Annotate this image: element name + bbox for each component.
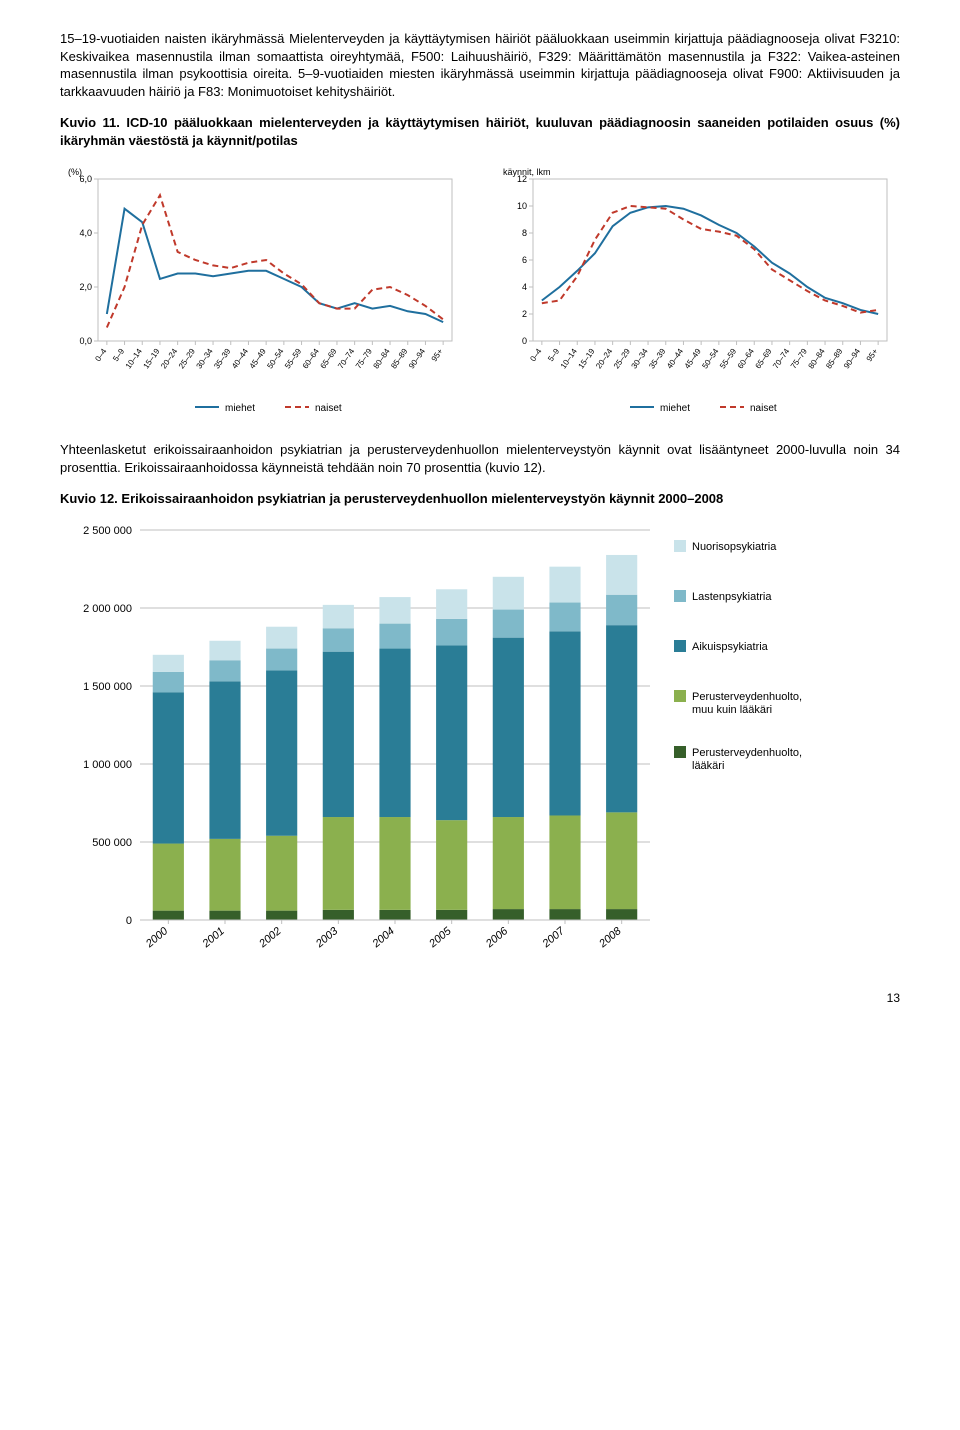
svg-text:65–69: 65–69 bbox=[318, 347, 338, 371]
svg-text:2007: 2007 bbox=[540, 924, 568, 950]
svg-text:lääkäri: lääkäri bbox=[692, 760, 724, 772]
chart3-stacked-bar: 0 500 000 1 000 000 1 500 000 2 000 000 2 500… bbox=[60, 520, 880, 980]
svg-text:Lastenpsykiatria: Lastenpsykiatria bbox=[692, 591, 772, 603]
svg-text:90–94: 90–94 bbox=[842, 347, 862, 371]
svg-text:20–24: 20–24 bbox=[159, 347, 179, 371]
svg-text:5–9: 5–9 bbox=[111, 347, 126, 364]
svg-text:2008: 2008 bbox=[596, 924, 624, 950]
svg-text:2 000 000: 2 000 000 bbox=[83, 603, 132, 615]
svg-text:35–39: 35–39 bbox=[647, 347, 667, 371]
svg-text:55–59: 55–59 bbox=[718, 347, 738, 371]
svg-text:95+: 95+ bbox=[865, 347, 880, 364]
svg-text:40–44: 40–44 bbox=[665, 347, 685, 371]
svg-text:15–19: 15–19 bbox=[141, 347, 161, 371]
svg-text:45–49: 45–49 bbox=[683, 347, 703, 371]
svg-text:2: 2 bbox=[522, 309, 527, 319]
svg-text:10: 10 bbox=[517, 201, 527, 211]
svg-text:55–59: 55–59 bbox=[283, 347, 303, 371]
svg-text:35–39: 35–39 bbox=[212, 347, 232, 371]
svg-text:6: 6 bbox=[522, 255, 527, 265]
svg-text:4: 4 bbox=[522, 282, 527, 292]
svg-text:20–24: 20–24 bbox=[594, 347, 614, 371]
svg-text:2002: 2002 bbox=[256, 925, 283, 951]
svg-text:70–74: 70–74 bbox=[771, 347, 791, 371]
svg-text:85–89: 85–89 bbox=[389, 347, 409, 371]
svg-text:25–29: 25–29 bbox=[612, 347, 632, 371]
svg-text:80–84: 80–84 bbox=[807, 347, 827, 371]
svg-text:60–64: 60–64 bbox=[301, 347, 321, 371]
page-number: 13 bbox=[60, 990, 900, 1006]
svg-text:60–64: 60–64 bbox=[736, 347, 756, 371]
svg-text:käynnit, lkm: käynnit, lkm bbox=[503, 167, 551, 177]
svg-text:Perusterveydenhuolto,: Perusterveydenhuolto, bbox=[692, 747, 802, 759]
svg-text:Nuorisopsykiatria: Nuorisopsykiatria bbox=[692, 541, 777, 553]
svg-text:2005: 2005 bbox=[426, 924, 454, 950]
svg-text:8: 8 bbox=[522, 228, 527, 238]
svg-text:85–89: 85–89 bbox=[824, 347, 844, 371]
svg-text:0–4: 0–4 bbox=[93, 347, 108, 364]
svg-text:2003: 2003 bbox=[313, 924, 341, 950]
chart3-container: 0 500 000 1 000 000 1 500 000 2 000 000 2 500… bbox=[60, 520, 900, 980]
svg-text:0: 0 bbox=[522, 336, 527, 346]
svg-text:miehet: miehet bbox=[660, 403, 690, 414]
svg-text:40–44: 40–44 bbox=[230, 347, 250, 371]
svg-text:(%): (%) bbox=[68, 167, 82, 177]
svg-text:25–29: 25–29 bbox=[177, 347, 197, 371]
svg-text:70–74: 70–74 bbox=[336, 347, 356, 371]
svg-text:30–34: 30–34 bbox=[195, 347, 215, 371]
svg-text:10–14: 10–14 bbox=[124, 347, 144, 371]
svg-text:90–94: 90–94 bbox=[407, 347, 427, 371]
svg-text:5–9: 5–9 bbox=[546, 347, 561, 364]
chart2-container: 024681012käynnit, lkm0–45–910–1415–1920–… bbox=[495, 161, 900, 421]
svg-text:0–4: 0–4 bbox=[528, 347, 543, 364]
svg-text:Perusterveydenhuolto,: Perusterveydenhuolto, bbox=[692, 691, 802, 703]
svg-text:1 500 000: 1 500 000 bbox=[83, 681, 132, 693]
kuvio11-title: Kuvio 11. ICD-10 pääluokkaan mielenterve… bbox=[60, 114, 900, 149]
svg-text:2000: 2000 bbox=[143, 924, 171, 950]
svg-text:2 500 000: 2 500 000 bbox=[83, 525, 132, 537]
svg-text:1 000 000: 1 000 000 bbox=[83, 759, 132, 771]
chart2-line: 024681012käynnit, lkm0–45–910–1415–1920–… bbox=[495, 161, 895, 421]
chart-row-1: 0,02,04,06,0(%)0–45–910–1415–1920–2425–2… bbox=[60, 161, 900, 421]
svg-text:45–49: 45–49 bbox=[248, 347, 268, 371]
mid-paragraph: Yhteenlasketut erikoissairaanhoidon psyk… bbox=[60, 441, 900, 476]
svg-text:2006: 2006 bbox=[483, 924, 511, 950]
chart1-container: 0,02,04,06,0(%)0–45–910–1415–1920–2425–2… bbox=[60, 161, 465, 421]
svg-text:Aikuispsykiatria: Aikuispsykiatria bbox=[692, 641, 769, 653]
svg-text:2004: 2004 bbox=[370, 925, 397, 951]
svg-text:10–14: 10–14 bbox=[559, 347, 579, 371]
svg-text:75–79: 75–79 bbox=[354, 347, 374, 371]
svg-text:95+: 95+ bbox=[430, 347, 445, 364]
chart1-line: 0,02,04,06,0(%)0–45–910–1415–1920–2425–2… bbox=[60, 161, 460, 421]
svg-text:65–69: 65–69 bbox=[753, 347, 773, 371]
svg-text:4,0: 4,0 bbox=[79, 228, 92, 238]
svg-text:50–54: 50–54 bbox=[700, 347, 720, 371]
svg-text:muu kuin lääkäri: muu kuin lääkäri bbox=[692, 704, 772, 716]
svg-text:2001: 2001 bbox=[200, 925, 227, 951]
kuvio12-title: Kuvio 12. Erikoissairaanhoidon psykiatri… bbox=[60, 490, 900, 508]
svg-text:miehet: miehet bbox=[225, 403, 255, 414]
svg-text:naiset: naiset bbox=[750, 403, 777, 414]
svg-text:30–34: 30–34 bbox=[630, 347, 650, 371]
svg-text:2,0: 2,0 bbox=[79, 282, 92, 292]
svg-text:naiset: naiset bbox=[315, 403, 342, 414]
svg-text:15–19: 15–19 bbox=[576, 347, 596, 371]
svg-text:80–84: 80–84 bbox=[372, 347, 392, 371]
svg-text:0,0: 0,0 bbox=[79, 336, 92, 346]
svg-text:75–79: 75–79 bbox=[789, 347, 809, 371]
svg-text:50–54: 50–54 bbox=[265, 347, 285, 371]
intro-paragraph: 15–19-vuotiaiden naisten ikäryhmässä Mie… bbox=[60, 30, 900, 100]
svg-text:0: 0 bbox=[126, 915, 132, 927]
svg-text:500 000: 500 000 bbox=[92, 837, 132, 849]
